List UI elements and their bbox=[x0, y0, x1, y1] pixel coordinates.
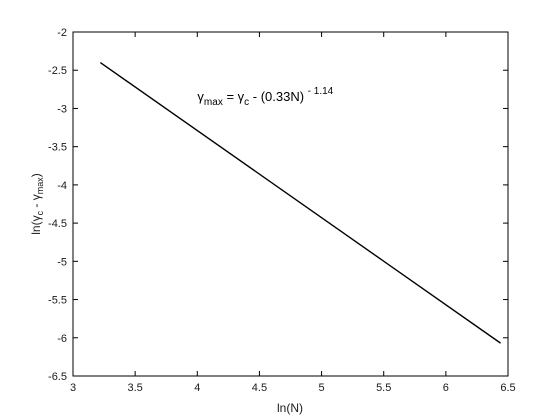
y-tick-label: -4 bbox=[57, 180, 67, 192]
y-tick-label: -5 bbox=[57, 256, 67, 268]
y-tick-label: -5.5 bbox=[48, 295, 67, 307]
y-tick-label: -3 bbox=[57, 103, 67, 115]
x-axis-label: ln(N) bbox=[277, 401, 303, 415]
y-tick-label: -2 bbox=[57, 27, 67, 39]
y-tick-label: -3.5 bbox=[48, 142, 67, 154]
y-axis-label: ln(γc - γmax) bbox=[29, 173, 45, 235]
plot-frame bbox=[72, 31, 509, 377]
equation-annotation: γmax = γc - (0.33N) - 1.14 bbox=[197, 86, 333, 108]
series-group bbox=[99, 62, 501, 344]
y-axis-ticks: -2 -2.5 -3 -3.5 -4 -4.5 -5 -5.5 -6 -6.5 bbox=[48, 27, 508, 383]
y-tick-label: -4.5 bbox=[48, 218, 67, 230]
x-tick-label: 4 bbox=[194, 382, 200, 394]
y-tick-label: -6 bbox=[57, 333, 67, 345]
y-tick-label: -2.5 bbox=[48, 65, 67, 77]
y-tick-label: -6.5 bbox=[48, 371, 67, 383]
x-tick-label: 5.5 bbox=[376, 382, 391, 394]
x-tick-label: 5 bbox=[319, 382, 325, 394]
x-tick-label: 3 bbox=[70, 382, 76, 394]
x-axis-ticks: 3 3.5 4 4.5 5 5.5 6 6.5 bbox=[70, 32, 516, 394]
x-tick-label: 6 bbox=[443, 382, 449, 394]
series-line bbox=[99, 62, 501, 344]
x-tick-label: 3.5 bbox=[127, 382, 142, 394]
x-tick-label: 4.5 bbox=[252, 382, 267, 394]
x-tick-label: 6.5 bbox=[500, 382, 515, 394]
